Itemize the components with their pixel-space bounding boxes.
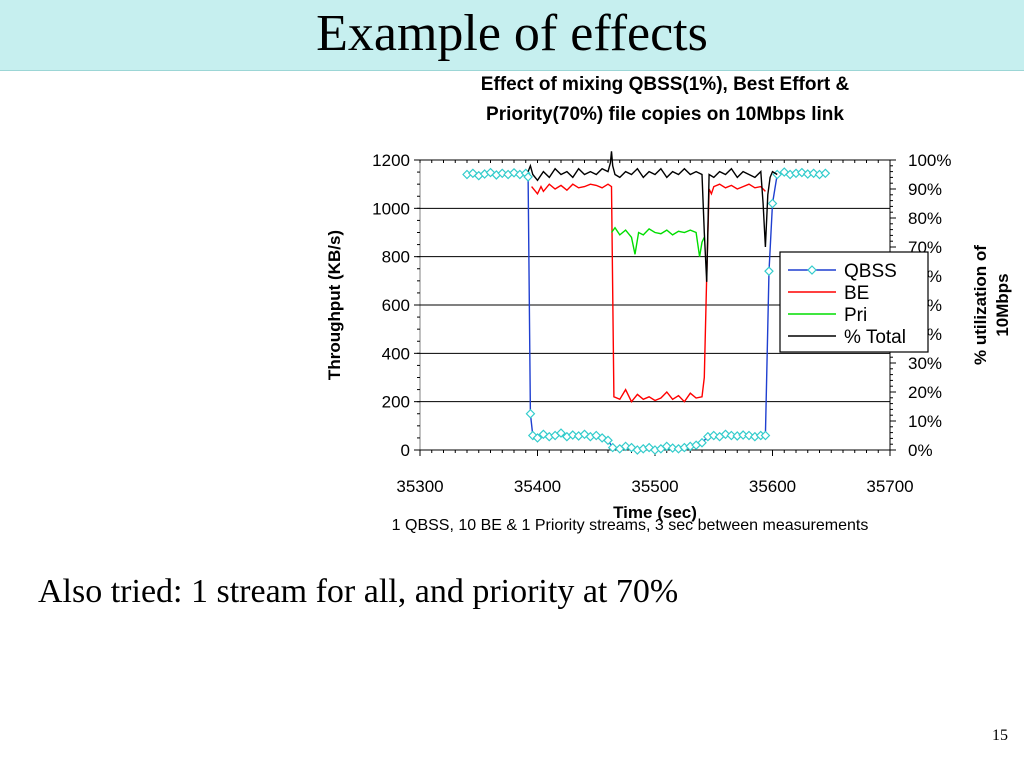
y2-axis-label-line: 10Mbps	[993, 273, 1012, 336]
y2-axis-label-line: % utilization of	[971, 245, 990, 365]
series-point-qbss	[767, 198, 778, 209]
y-tick-label: 1200	[372, 151, 410, 170]
series-point-qbss	[603, 435, 613, 446]
x-tick-label: 35400	[514, 477, 561, 496]
chart-subtitle: 1 QBSS, 10 BE & 1 Priority streams, 3 se…	[392, 517, 869, 534]
series-point-qbss	[525, 408, 536, 419]
y-tick-label: 600	[382, 296, 410, 315]
series-point-qbss	[820, 168, 831, 179]
series-point-qbss	[567, 430, 578, 440]
x-tick-label: 35700	[866, 477, 913, 496]
y2-axis-label: % utilization of 10Mbps	[971, 245, 1012, 365]
slide-title: Example of effects	[316, 5, 708, 62]
y-tick-label: 0	[401, 441, 410, 460]
y-axis-label: Throughput (KB/s)	[325, 230, 344, 380]
x-tick-label: 35600	[749, 477, 796, 496]
series-line-pri	[610, 226, 705, 257]
y2-tick-label: 100%	[908, 151, 951, 170]
y-tick-label: 800	[382, 248, 410, 267]
series-line-total	[527, 151, 778, 282]
y2-tick-label: 30%	[908, 354, 942, 373]
x-tick-label: 35300	[396, 477, 443, 496]
bullet-text: Also tried: 1 stream for all, and priori…	[38, 573, 679, 610]
x-axis-label: Time (sec)	[613, 503, 697, 522]
series-point-qbss	[764, 266, 774, 277]
chart-title: Effect of mixing QBSS(1%), Best Effort &…	[415, 70, 915, 130]
y2-tick-label: 90%	[908, 180, 942, 199]
series-line-be	[531, 183, 766, 403]
y-tick-label: 400	[382, 344, 410, 363]
series-point-qbss	[667, 443, 678, 453]
series-point-qbss	[523, 172, 533, 182]
series-point-qbss	[760, 430, 771, 441]
series-point-qbss	[556, 428, 566, 438]
series-point-qbss	[738, 430, 748, 440]
page-number: 15	[992, 727, 1008, 744]
chart-title-line-1: Effect of mixing QBSS(1%), Best Effort &	[480, 74, 850, 95]
series-point-qbss	[532, 433, 543, 443]
title-bar	[0, 0, 1024, 71]
y2-tick-label: 0%	[908, 441, 933, 460]
x-tick-label: 35500	[631, 477, 678, 496]
y2-tick-label: 20%	[908, 383, 942, 402]
series-point-qbss	[607, 442, 618, 453]
y2-tick-label: 10%	[908, 412, 942, 431]
throughput-chart: 0 200 400 600 800 1000 1200 35300 35400 35500 3560…	[325, 151, 1012, 534]
y-tick-label: 1000	[372, 199, 410, 218]
legend-label: Pri	[844, 305, 867, 326]
chart-title-line-2: Priority(70%) file copies on 10Mbps link	[486, 104, 844, 125]
y2-tick-label: 80%	[908, 209, 942, 228]
legend-marker	[807, 265, 817, 275]
series-point-qbss	[726, 430, 737, 441]
legend-label: QBSS	[844, 261, 897, 282]
series-point-qbss	[697, 437, 707, 448]
legend-label: % Total	[844, 327, 906, 348]
legend-label: BE	[844, 283, 869, 304]
y-tick-label: 200	[382, 393, 410, 412]
